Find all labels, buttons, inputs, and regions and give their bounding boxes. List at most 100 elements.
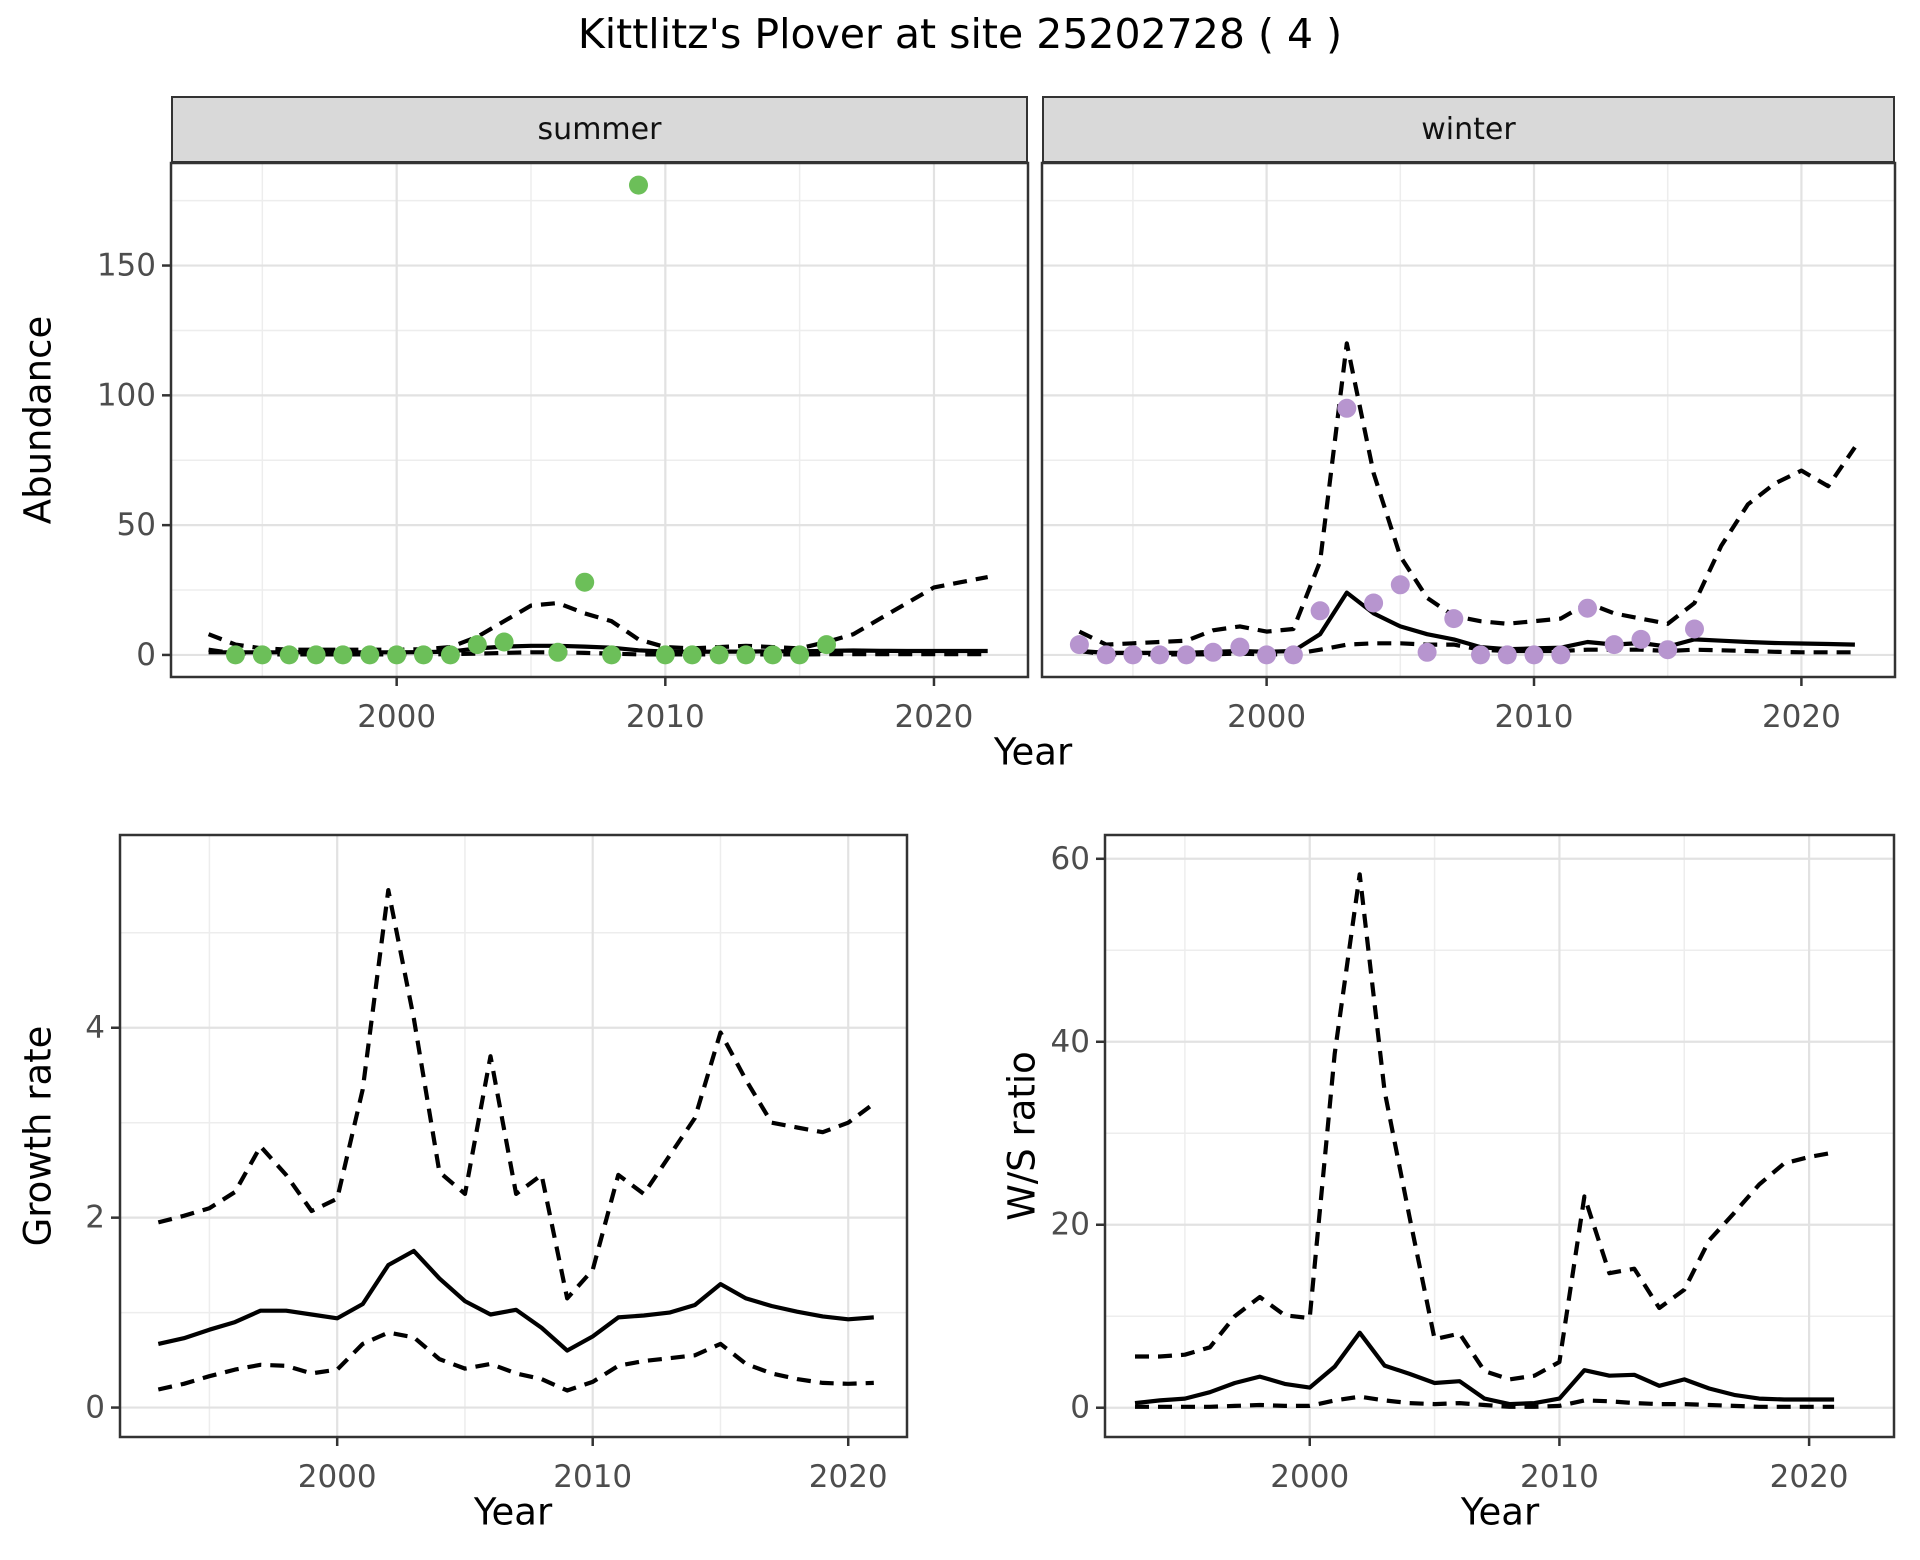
x-axis-tick-label: 2020 [1770, 1459, 1849, 1495]
abundance_winter-panel: 2000 2010 2020 [1040, 161, 1897, 735]
panel-border [169, 161, 1030, 679]
median-line [1134, 1330, 1835, 1407]
y-axis-title-ws-ratio: W/S ratio [1000, 1051, 1044, 1221]
y-axis-tick-label: 2 [85, 1200, 105, 1236]
y-axis-tick-label: 100 [97, 377, 156, 413]
y-axis-tick-label: 40 [1051, 1024, 1090, 1060]
x-axis-tick-label: 2000 [1227, 699, 1306, 735]
axis-ticks: 2000 2010 2020 0 2 4 [85, 1010, 887, 1495]
y-axis-tick-label: 150 [97, 248, 156, 284]
axis-ticks: 2000 2010 2020 0 50 100 150 [97, 248, 974, 735]
data-point [1444, 609, 1464, 629]
data-point [252, 645, 272, 665]
data-point [1257, 645, 1277, 665]
data-point [1551, 645, 1571, 665]
y-axis-tick-label: 0 [136, 637, 156, 673]
x-axis-tick-label: 2010 [1520, 1459, 1599, 1495]
data-point [1203, 642, 1223, 662]
facet-strip-winter-label: winter [1421, 112, 1516, 147]
data-point [1658, 640, 1678, 660]
y-axis-tick-label: 0 [85, 1390, 105, 1426]
y-axis-title-abundance: Abundance [16, 315, 60, 525]
x-axis-tick-label: 2010 [1495, 699, 1574, 735]
x-axis-title-year-ws: Year [1460, 1490, 1540, 1534]
panel-background [1105, 835, 1894, 1437]
data-point [1096, 645, 1116, 665]
growth_rate-panel: 2000 2010 2020 0 2 4 [85, 833, 909, 1495]
x-axis-tick-label: 2010 [626, 699, 705, 735]
lower_ci-line [1079, 641, 1855, 657]
data-point [629, 175, 648, 195]
median-line [157, 1248, 874, 1353]
data-point [360, 645, 380, 665]
axis-ticks: 2000 2010 2020 [1227, 677, 1841, 735]
y-axis-tick-label: 20 [1051, 1207, 1090, 1243]
data-point [1497, 645, 1517, 665]
data-point [1230, 637, 1250, 657]
upper_ci-line [207, 575, 989, 652]
lower_ci-line [208, 647, 988, 657]
upper_ci-line [157, 888, 876, 1301]
data-point [1578, 598, 1597, 618]
x-axis-title-year-growth: Year [473, 1490, 553, 1534]
lower_ci-line [157, 1330, 874, 1393]
x-axis-tick-label: 2010 [553, 1459, 632, 1495]
y-axis-title-growth-rate: Growth rate [16, 1025, 60, 1247]
data-point [1069, 635, 1089, 655]
data-point [1417, 642, 1437, 662]
data-point [1524, 645, 1544, 665]
facet-strip-summer-label: summer [537, 112, 662, 147]
panel-border [1103, 833, 1896, 1439]
x-axis-tick-label: 2000 [1270, 1459, 1349, 1495]
data-point [1390, 575, 1410, 595]
data-point [1283, 645, 1303, 665]
x-axis-title-year-top: Year [993, 730, 1073, 774]
data-point [575, 572, 595, 592]
data-point [736, 645, 756, 665]
abundance_summer-panel: 2000 2010 2020 0 50 100 150 [97, 161, 1030, 735]
data-point [467, 635, 487, 655]
data-point [387, 645, 407, 665]
axis-ticks: 2000 2010 2020 0 20 40 60 [1051, 841, 1849, 1495]
y-axis-tick-label: 50 [117, 507, 156, 543]
data-points [1069, 398, 1704, 665]
data-point [709, 645, 729, 665]
facet-strip-summer: summer [171, 96, 1028, 163]
data-point [1150, 645, 1170, 665]
data-point [790, 645, 810, 665]
x-axis-tick-label: 2000 [357, 699, 436, 735]
data-point [655, 645, 675, 665]
data-point [1364, 593, 1384, 613]
gridlines [171, 163, 1028, 677]
x-axis-tick-label: 2020 [809, 1459, 888, 1495]
panel-border [1040, 161, 1897, 679]
data-point [414, 645, 433, 665]
data-point [1631, 629, 1651, 649]
data-point [440, 645, 460, 665]
data-point [1685, 619, 1704, 639]
data-point [1471, 645, 1490, 665]
x-axis-tick-label: 2020 [895, 699, 974, 735]
panel-background [171, 163, 1028, 677]
panel-background [1042, 163, 1895, 677]
y-axis-tick-label: 60 [1051, 841, 1090, 877]
data-point [226, 645, 245, 665]
data-point [682, 645, 702, 665]
data-point [1176, 645, 1196, 665]
data-point [1604, 635, 1624, 655]
data-point [306, 645, 326, 665]
ws_ratio-panel: 2000 2010 2020 0 20 40 60 [1051, 833, 1896, 1495]
panel-border [118, 833, 909, 1439]
lower_ci-line [1135, 1394, 1835, 1409]
data-point [333, 645, 353, 665]
figure-title: Kittlitz's Plover at site 25202728 ( 4 ) [577, 10, 1343, 58]
x-axis-tick-label: 2020 [1762, 699, 1841, 735]
data-point [1337, 398, 1357, 418]
data-point [602, 645, 622, 665]
data-point [494, 632, 514, 652]
data-points [226, 175, 836, 665]
facet-strip-winter: winter [1042, 96, 1895, 163]
data-point [763, 645, 783, 665]
upper_ci-line [1135, 872, 1835, 1382]
